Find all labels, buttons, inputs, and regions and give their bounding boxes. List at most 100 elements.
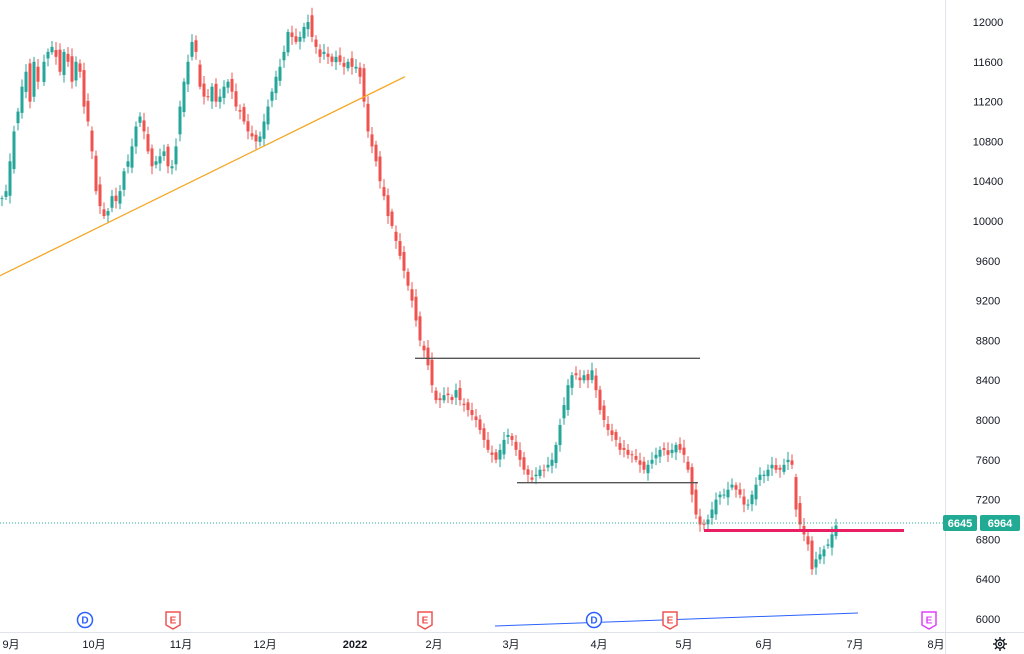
candle[interactable] bbox=[32, 56, 36, 103]
candle[interactable] bbox=[346, 58, 350, 72]
candle[interactable] bbox=[36, 59, 40, 90]
candle[interactable] bbox=[518, 442, 522, 467]
candle[interactable] bbox=[24, 64, 28, 99]
candle[interactable] bbox=[182, 78, 186, 117]
candle[interactable] bbox=[614, 429, 618, 447]
candle[interactable] bbox=[462, 398, 466, 412]
earnings-badge[interactable]: E bbox=[165, 611, 181, 630]
candle[interactable] bbox=[238, 104, 242, 120]
candle[interactable] bbox=[294, 28, 298, 45]
candle[interactable] bbox=[374, 140, 378, 167]
candle[interactable] bbox=[250, 125, 254, 140]
candle[interactable] bbox=[42, 54, 46, 86]
candle[interactable] bbox=[138, 112, 142, 127]
candle[interactable] bbox=[594, 368, 598, 398]
candle[interactable] bbox=[822, 545, 826, 565]
candle[interactable] bbox=[110, 189, 114, 213]
candle[interactable] bbox=[530, 470, 534, 484]
candle[interactable] bbox=[742, 488, 746, 513]
candle[interactable] bbox=[698, 508, 702, 532]
candle[interactable] bbox=[818, 546, 822, 564]
candle[interactable] bbox=[638, 452, 642, 473]
candle[interactable] bbox=[694, 482, 698, 519]
candle[interactable] bbox=[446, 387, 450, 403]
candle[interactable] bbox=[650, 452, 654, 469]
candle[interactable] bbox=[454, 383, 458, 405]
candle[interactable] bbox=[658, 446, 662, 463]
candle[interactable] bbox=[622, 439, 626, 458]
candle[interactable] bbox=[398, 233, 402, 260]
candle[interactable] bbox=[174, 138, 178, 171]
candle[interactable] bbox=[682, 439, 686, 463]
candle[interactable] bbox=[562, 397, 566, 425]
candle[interactable] bbox=[326, 46, 330, 65]
candle[interactable] bbox=[306, 14, 310, 37]
candle[interactable] bbox=[502, 431, 506, 460]
candle[interactable] bbox=[0, 195, 4, 207]
candle[interactable] bbox=[330, 53, 334, 67]
candle[interactable] bbox=[142, 112, 146, 140]
candle[interactable] bbox=[150, 144, 154, 175]
candle[interactable] bbox=[714, 492, 718, 520]
candle[interactable] bbox=[210, 82, 214, 109]
candle[interactable] bbox=[670, 443, 674, 458]
candle[interactable] bbox=[430, 352, 434, 393]
candle[interactable] bbox=[634, 448, 638, 463]
candle[interactable] bbox=[558, 418, 562, 452]
candle[interactable] bbox=[154, 155, 158, 169]
dividend-badge[interactable]: D bbox=[76, 611, 94, 629]
candle[interactable] bbox=[270, 88, 274, 108]
candle[interactable] bbox=[406, 268, 410, 291]
candle[interactable] bbox=[4, 184, 8, 201]
candle[interactable] bbox=[234, 83, 238, 111]
candle[interactable] bbox=[82, 62, 86, 114]
candle[interactable] bbox=[390, 208, 394, 229]
candle[interactable] bbox=[546, 456, 550, 472]
candle[interactable] bbox=[370, 126, 374, 154]
candle[interactable] bbox=[246, 113, 250, 140]
candle[interactable] bbox=[74, 56, 78, 87]
candle[interactable] bbox=[470, 402, 474, 421]
candle[interactable] bbox=[730, 478, 734, 491]
candle[interactable] bbox=[222, 80, 226, 105]
time-axis[interactable]: 9月 10月 11月 12月 2022 2月 3月 4月 5月 6月 7月 8月 bbox=[0, 632, 1024, 652]
candle[interactable] bbox=[774, 458, 778, 474]
candle[interactable] bbox=[578, 369, 582, 388]
candle[interactable] bbox=[474, 408, 478, 428]
candle[interactable] bbox=[574, 366, 578, 380]
candle[interactable] bbox=[318, 44, 322, 64]
candle[interactable] bbox=[498, 443, 502, 468]
candle[interactable] bbox=[166, 143, 170, 174]
candle[interactable] bbox=[550, 452, 554, 474]
candle[interactable] bbox=[534, 467, 538, 485]
candle[interactable] bbox=[586, 369, 590, 389]
candle[interactable] bbox=[710, 501, 714, 525]
candle[interactable] bbox=[618, 436, 622, 456]
candle[interactable] bbox=[186, 54, 190, 93]
candle[interactable] bbox=[282, 45, 286, 68]
candle[interactable] bbox=[70, 48, 74, 89]
candle[interactable] bbox=[118, 185, 122, 210]
candle[interactable] bbox=[482, 423, 486, 448]
candle[interactable] bbox=[378, 151, 382, 189]
candle[interactable] bbox=[738, 482, 742, 499]
candle[interactable] bbox=[662, 442, 666, 456]
candle[interactable] bbox=[566, 379, 570, 416]
candle[interactable] bbox=[146, 126, 150, 155]
candle[interactable] bbox=[226, 79, 230, 94]
price-axis[interactable]: 12000 11600 11200 10800 10400 10000 9600 9200 88… bbox=[945, 0, 1004, 654]
candle[interactable] bbox=[20, 79, 24, 119]
candle[interactable] bbox=[310, 7, 314, 43]
candle[interactable] bbox=[426, 339, 430, 371]
candle[interactable] bbox=[162, 144, 166, 161]
candle[interactable] bbox=[490, 445, 494, 463]
candle[interactable] bbox=[486, 432, 490, 453]
candle[interactable] bbox=[114, 187, 118, 209]
candle[interactable] bbox=[358, 62, 362, 85]
candle[interactable] bbox=[610, 423, 614, 442]
candle[interactable] bbox=[654, 447, 658, 466]
candle[interactable] bbox=[598, 385, 602, 415]
candle[interactable] bbox=[466, 398, 470, 417]
candle[interactable] bbox=[722, 488, 726, 499]
candle[interactable] bbox=[98, 176, 102, 215]
